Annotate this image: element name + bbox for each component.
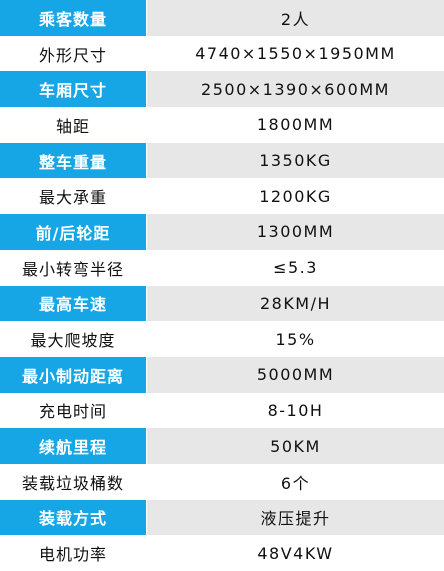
spec-value: 1800MM: [147, 107, 444, 143]
spec-label: 续航里程: [0, 428, 147, 464]
spec-label: 轴距: [0, 107, 147, 143]
spec-label: 最高车速: [0, 285, 147, 322]
spec-label: 最小制动距离: [0, 356, 147, 393]
spec-value: 1350KG: [147, 142, 444, 179]
spec-label: 最大爬坡度: [0, 321, 147, 357]
spec-value: 液压提升: [147, 499, 444, 536]
spec-label: 充电时间: [0, 392, 147, 429]
spec-row-turning-radius: 最小转弯半径 ≤5.3: [0, 249, 444, 286]
spec-label: 最大承重: [0, 178, 147, 215]
spec-row-cargo-box-dimensions: 车厢尺寸 2500×1390×600MM: [0, 71, 444, 108]
spec-row-max-speed: 最高车速 28KM/H: [0, 285, 444, 322]
spec-row-curb-weight: 整车重量 1350KG: [0, 142, 444, 179]
spec-value: 5000MM: [147, 356, 444, 393]
spec-value: 15%: [147, 321, 444, 357]
spec-value: 2人: [147, 0, 444, 36]
spec-row-max-gradeability: 最大爬坡度 15%: [0, 321, 444, 357]
spec-label: 外形尺寸: [0, 35, 147, 72]
spec-label: 乘客数量: [0, 0, 147, 36]
spec-row-loading-method: 装载方式 液压提升: [0, 499, 444, 536]
spec-row-passengers: 乘客数量 2人: [0, 0, 444, 36]
spec-value: ≤5.3: [147, 249, 444, 286]
spec-row-braking-distance: 最小制动距离 5000MM: [0, 356, 444, 393]
spec-row-overall-dimensions: 外形尺寸 4740×1550×1950MM: [0, 35, 444, 72]
spec-row-wheelbase: 轴距 1800MM: [0, 107, 444, 143]
spec-value: 4740×1550×1950MM: [147, 35, 444, 72]
spec-value: 8-10H: [147, 392, 444, 429]
spec-value: 2500×1390×600MM: [147, 71, 444, 108]
spec-value: 1300MM: [147, 214, 444, 250]
spec-value: 28KM/H: [147, 285, 444, 322]
spec-row-charging-time: 充电时间 8-10H: [0, 392, 444, 429]
spec-value: 6个: [147, 463, 444, 500]
spec-label: 电机功率: [0, 535, 147, 571]
spec-row-bin-capacity: 装载垃圾桶数 6个: [0, 463, 444, 500]
spec-row-max-load: 最大承重 1200KG: [0, 178, 444, 215]
spec-label: 车厢尺寸: [0, 71, 147, 108]
spec-value: 48V4KW: [147, 535, 444, 571]
spec-label: 最小转弯半径: [0, 249, 147, 286]
spec-label: 装载垃圾桶数: [0, 463, 147, 500]
spec-row-track-width: 前/后轮距 1300MM: [0, 214, 444, 250]
spec-value: 50KM: [147, 428, 444, 464]
spec-row-motor-power: 电机功率 48V4KW: [0, 535, 444, 571]
spec-label: 装载方式: [0, 499, 147, 536]
spec-label: 整车重量: [0, 142, 147, 179]
spec-label: 前/后轮距: [0, 214, 147, 250]
spec-value: 1200KG: [147, 178, 444, 215]
spec-row-range: 续航里程 50KM: [0, 428, 444, 464]
